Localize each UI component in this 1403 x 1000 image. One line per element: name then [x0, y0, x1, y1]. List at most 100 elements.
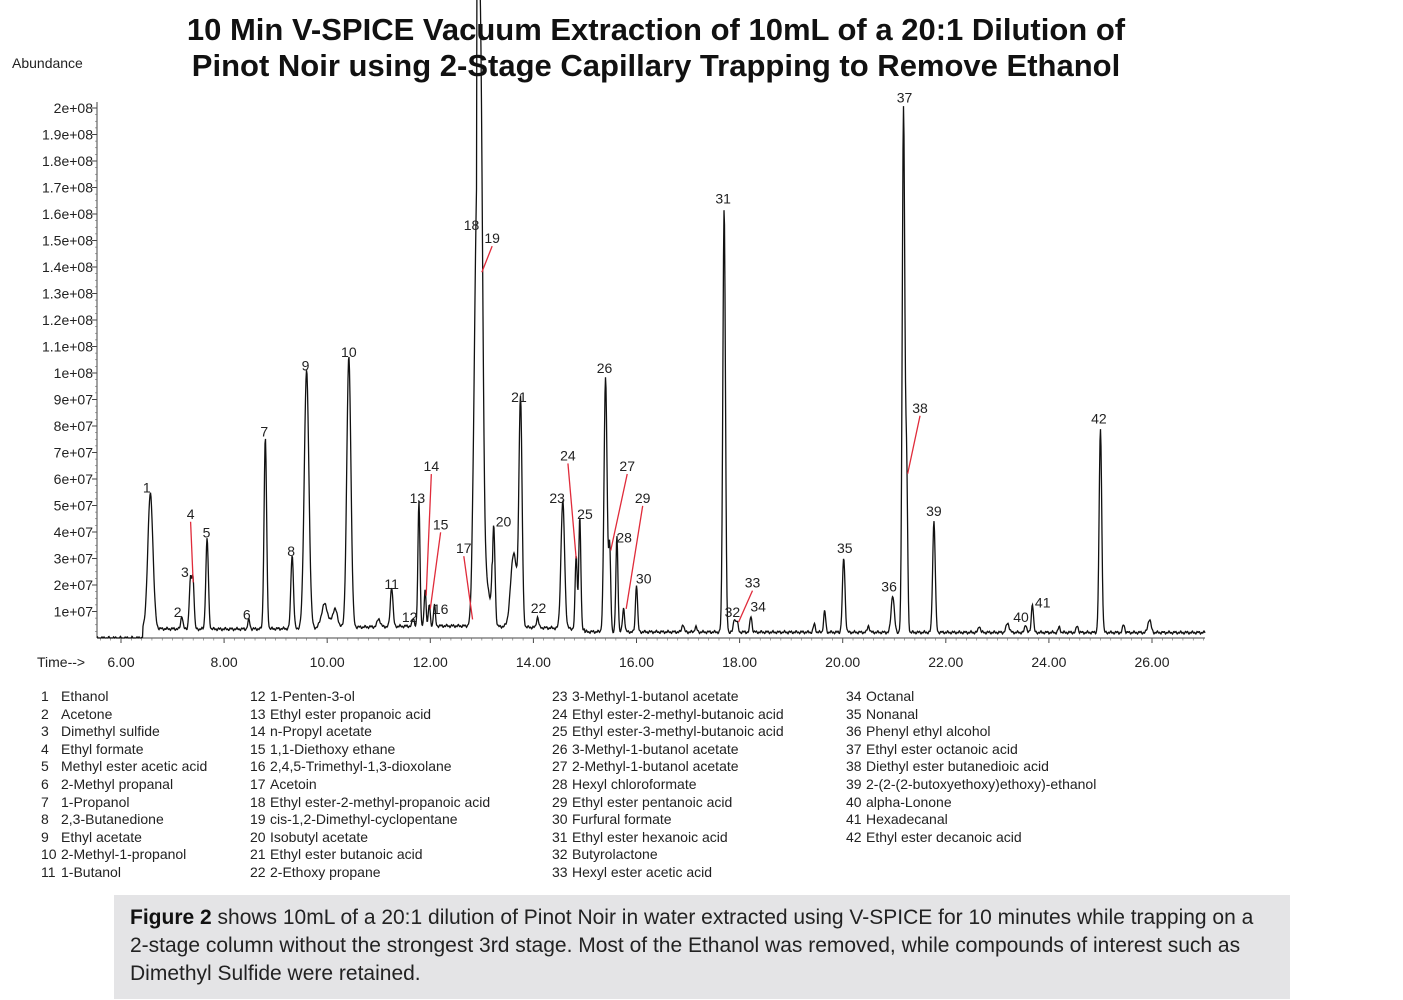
legend-item-name: Acetone — [61, 705, 113, 722]
legend-item: 37 Ethyl ester octanoic acid — [846, 741, 1096, 759]
legend-item-number: 4 — [41, 740, 49, 757]
x-tick-label: 26.00 — [1134, 654, 1169, 670]
legend-item-name: alpha-Lonone — [866, 793, 952, 810]
legend-item-name: Ethyl ester propanoic acid — [270, 705, 432, 722]
peak-label: 28 — [616, 530, 632, 546]
peak-leader-line — [567, 463, 577, 559]
legend-item: 15 1,1-Diethoxy ethane — [250, 741, 490, 759]
peak-label: 34 — [750, 599, 766, 615]
peak-label: 42 — [1091, 410, 1107, 426]
legend-item: 13 Ethyl ester propanoic acid — [250, 706, 490, 724]
legend-item: 20 Isobutyl acetate — [250, 829, 490, 847]
x-tick-label: 6.00 — [107, 654, 134, 670]
legend-item: 32 Butyrolactone — [552, 846, 784, 864]
peak-label: 12 — [402, 609, 418, 625]
peak-leader-line — [429, 532, 442, 609]
y-tick-label: 9e+07 — [54, 392, 94, 408]
legend-item: 5 Methyl ester acetic acid — [41, 758, 207, 776]
legend-item-name: Isobutyl acetate — [270, 828, 369, 845]
y-tick-label: 5e+07 — [54, 498, 94, 514]
chart-title-line-2: Pinot Noir using 2-Stage Capillary Trapp… — [191, 48, 1121, 83]
x-axis-label: Time--> — [37, 654, 85, 670]
axes: 2e+08 1.9e+08 1.8e+08 1.7e+08 1.6e+08 1.5e+08… — [37, 100, 1205, 670]
legend-item: 42 Ethyl ester decanoic acid — [846, 829, 1096, 847]
legend-item-name: 2,3-Butanedione — [61, 811, 164, 828]
legend-item: 22 2-Ethoxy propane — [250, 864, 490, 882]
legend-item-number: 27 — [552, 758, 568, 775]
legend-item-number: 1 — [41, 688, 49, 704]
legend-item: 40 alpha-Lonone — [846, 794, 1096, 812]
peak-label: 41 — [1035, 595, 1051, 611]
peak-label: 27 — [619, 458, 635, 474]
legend-item: 3 Dimethyl sulfide — [41, 723, 207, 741]
peak-label: 35 — [837, 540, 853, 556]
legend-item-name: 1,1-Diethoxy ethane — [270, 740, 396, 757]
legend-column-1: 1 Ethanol 2 Acetone 3 Dimethyl sulfide 4 Ethyl … — [41, 688, 207, 882]
legend-item: 26 3-Methyl-1-butanol acetate — [552, 741, 784, 759]
peak-label: 7 — [260, 424, 268, 440]
legend-column-3: 23 3-Methyl-1-butanol acetate 24 Ethyl este… — [552, 688, 784, 882]
legend-item-name: 2-(2-(2-butoxyethoxy)ethoxy)-ethanol — [866, 775, 1097, 792]
legend-item-name: Ethyl ester butanoic acid — [270, 846, 423, 863]
legend-item-number: 31 — [552, 828, 568, 845]
legend-item-name: 1-Butanol — [61, 863, 121, 880]
legend-item-number: 29 — [552, 793, 568, 810]
legend-item-name: n-Propyl acetate — [270, 723, 372, 740]
legend-item-number: 18 — [250, 793, 266, 810]
legend-item-number: 20 — [250, 828, 266, 845]
legend-item-number: 30 — [552, 811, 568, 828]
y-tick-label: 1.2e+08 — [42, 312, 93, 328]
legend-item-name: Ethyl ester decanoic acid — [866, 828, 1022, 845]
peak-label: 37 — [897, 90, 913, 106]
legend-item: 17 Acetoin — [250, 776, 490, 794]
peak-label: 31 — [715, 190, 731, 206]
chromatogram-trace — [96, 0, 1206, 639]
x-tick-label: 24.00 — [1031, 654, 1066, 670]
legend-item-number: 24 — [552, 705, 568, 722]
legend-item-name: Ethyl ester-3-methyl-butanoic acid — [572, 723, 784, 740]
peak-label: 22 — [531, 600, 547, 616]
peak-labels: 1234567891011121314151617181920212223242… — [143, 90, 1107, 625]
legend-item-number: 5 — [41, 758, 49, 775]
legend-item: 19 cis-1,2-Dimethyl-cyclopentane — [250, 811, 490, 829]
y-tick-label: 8e+07 — [54, 418, 94, 434]
peak-label: 4 — [187, 506, 195, 522]
legend-item-number: 2 — [41, 705, 49, 722]
legend-item-name: 2-Methyl propanal — [61, 775, 174, 792]
legend-item-number: 37 — [846, 740, 862, 757]
x-tick-label: 22.00 — [928, 654, 963, 670]
legend-item: 35 Nonanal — [846, 706, 1096, 724]
x-tick-label: 16.00 — [619, 654, 654, 670]
legend-item-number: 17 — [250, 775, 266, 792]
peak-label: 26 — [597, 360, 613, 376]
legend-item-name: Phenyl ethyl alcohol — [866, 723, 991, 740]
peak-label: 25 — [577, 506, 593, 522]
legend-item-name: Furfural formate — [572, 811, 672, 828]
caption-text: shows 10mL of a 20:1 dilution of Pinot N… — [130, 906, 1254, 985]
peak-label: 18 — [464, 217, 480, 233]
legend-item-number: 19 — [250, 811, 266, 828]
legend-item-name: Methyl ester acetic acid — [61, 758, 208, 775]
peak-label: 11 — [384, 576, 399, 592]
legend-item-number: 13 — [250, 705, 266, 722]
legend-item-name: 3-Methyl-1-butanol acetate — [572, 740, 739, 757]
y-tick-label: 1.5e+08 — [42, 233, 93, 249]
legend-item-number: 39 — [846, 775, 862, 792]
legend-item-number: 42 — [846, 828, 862, 845]
peak-label: 23 — [549, 490, 565, 506]
legend-item: 7 1-Propanol — [41, 794, 207, 812]
y-tick-label: 1e+07 — [54, 604, 94, 620]
legend-item: 29 Ethyl ester pentanoic acid — [552, 794, 784, 812]
legend-item: 41 Hexadecanal — [846, 811, 1096, 829]
legend-item-name: Ethyl ester-2-methyl-propanoic acid — [270, 793, 491, 810]
x-tick-label: 10.00 — [310, 654, 345, 670]
legend-item-name: Ethyl ester pentanoic acid — [572, 793, 733, 810]
peak-leader-line — [425, 474, 432, 596]
peak-label: 39 — [926, 503, 942, 519]
legend-item-name: Ethanol — [61, 688, 109, 704]
y-tick-label: 1e+08 — [54, 365, 94, 381]
peak-label: 2 — [174, 604, 182, 620]
legend-item: 18 Ethyl ester-2-methyl-propanoic acid — [250, 794, 490, 812]
chart-title: 10 Min V-SPICE Vacuum Extraction of 10mL… — [120, 12, 1192, 84]
legend-item-number: 7 — [41, 793, 49, 810]
